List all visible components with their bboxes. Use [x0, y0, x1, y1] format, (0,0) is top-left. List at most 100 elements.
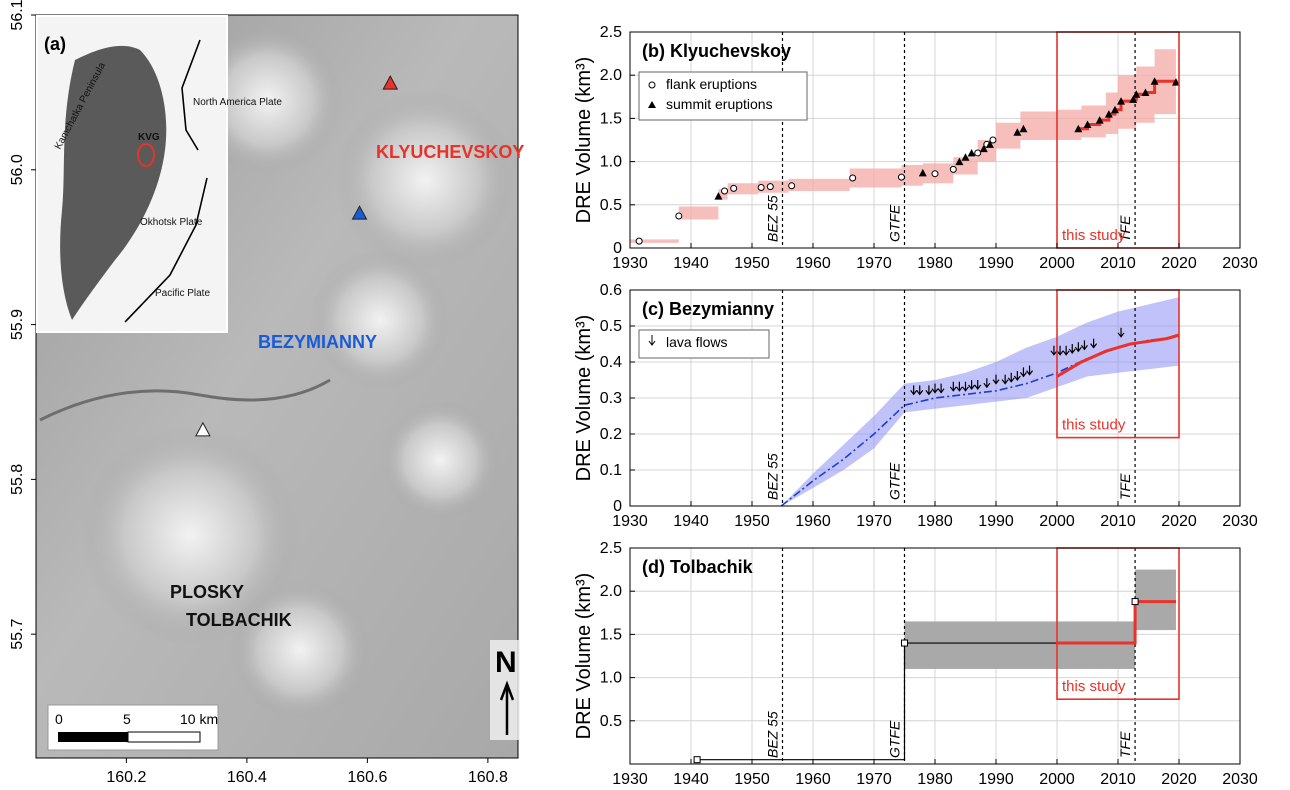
- lava-flow-arrow: [1026, 365, 1034, 376]
- lava-flow-arrow: [1062, 345, 1070, 356]
- lava-flow-arrow: [1117, 327, 1125, 338]
- x-tick-label: 1960: [795, 255, 831, 272]
- map-y-tick-label: 55.7: [9, 618, 26, 649]
- lava-flow-arrow: [955, 381, 963, 392]
- map-y-tick-label: 56.1: [9, 0, 26, 31]
- x-tick-label: 2020: [1161, 255, 1197, 272]
- lava-flow-arrow: [1050, 345, 1058, 356]
- flank-eruption-point: [757, 184, 765, 192]
- summit-eruption-point: [1095, 116, 1104, 124]
- summit-eruption-point: [967, 148, 976, 157]
- y-tick-label: 2.5: [600, 24, 622, 41]
- x-tick-label: 2030: [1222, 513, 1258, 530]
- summit-eruption-point: [714, 192, 723, 200]
- lava-flow-arrow: [992, 374, 1000, 385]
- eruption-marker: [901, 639, 908, 647]
- summit-eruption-point: [1150, 77, 1159, 85]
- this-study-label: this study: [1062, 227, 1126, 244]
- summit-eruption-point: [1110, 105, 1119, 114]
- x-tick-label: 1990: [978, 513, 1014, 530]
- summit-eruption-point: [1171, 78, 1180, 86]
- volcano-label-tolbachik: TOLBACHIK: [186, 610, 292, 630]
- scale-bar: 0 5 10 km: [47, 704, 219, 751]
- y-axis-label: DRE Volume (km³): [573, 315, 595, 482]
- x-tick-label: 2020: [1161, 771, 1197, 788]
- y-tick-label: 0.1: [600, 462, 622, 479]
- summit-eruption-point: [1132, 90, 1141, 98]
- x-tick-label: 1980: [917, 255, 953, 272]
- event-label: BEZ 55: [765, 711, 781, 758]
- river: [39, 378, 331, 422]
- legend-summit-symbol: [648, 101, 656, 108]
- flank-eruption-point: [989, 136, 997, 144]
- north-arrow: N: [490, 640, 520, 740]
- x-tick-label: 1930: [612, 771, 648, 788]
- summit-eruption-point: [961, 153, 970, 161]
- x-tick-label: 1940: [673, 513, 709, 530]
- flank-eruption-point: [974, 149, 982, 157]
- lava-flow-arrow: [1013, 371, 1021, 381]
- map-y-tick-label: 55.8: [9, 464, 26, 495]
- summit-eruption-point: [1104, 110, 1113, 118]
- eruption-marker: [693, 756, 701, 764]
- volcano-marker-icon: [195, 421, 211, 437]
- lava-flow-arrow: [937, 383, 945, 394]
- x-tick-label: 1950: [734, 771, 770, 788]
- event-label: TFE: [1117, 215, 1133, 242]
- inset-label-kvg: KVG: [138, 132, 160, 143]
- summit-eruption-point: [1019, 124, 1028, 133]
- flank-eruption-point: [931, 170, 939, 178]
- north-label: N: [495, 646, 517, 679]
- relief-cone: [230, 580, 370, 720]
- y-tick-label: 0.5: [600, 713, 622, 730]
- relief-cone: [80, 425, 300, 645]
- x-tick-label: 1960: [795, 513, 831, 530]
- y-tick-label: 1.0: [600, 154, 622, 171]
- flank-eruption-point: [635, 237, 643, 245]
- this-study-label: this study: [1062, 678, 1126, 695]
- x-tick-label: 2010: [1100, 513, 1136, 530]
- inset-map: Kamchatka Peninsula North America Plate …: [36, 15, 282, 333]
- x-tick-label: 1930: [612, 255, 648, 272]
- x-tick-label: 1950: [734, 513, 770, 530]
- x-tick-label: 2030: [1222, 771, 1258, 788]
- x-tick-label: 2000: [1039, 255, 1075, 272]
- x-tick-label: 1970: [856, 771, 892, 788]
- summit-eruption-point: [979, 144, 988, 153]
- event-label: TFE: [1117, 473, 1133, 500]
- volcano-label-klyuchevskoy: KLYUCHEVSKOY: [376, 142, 524, 162]
- x-tick-label: 1980: [917, 513, 953, 530]
- lava-flow-arrow: [1056, 345, 1064, 356]
- flank-eruption-point: [730, 184, 738, 192]
- map-x-tick-label: 160.6: [347, 769, 387, 786]
- summit-eruption-point: [1129, 95, 1138, 103]
- y-tick-label: 0: [613, 240, 622, 257]
- x-tick-label: 1970: [856, 513, 892, 530]
- event-label: GTFE: [887, 204, 903, 242]
- this-study-line: [1057, 600, 1176, 645]
- summit-eruption-point: [1117, 97, 1126, 105]
- volcano-markers: [195, 75, 399, 437]
- y-tick-label: 0.2: [600, 426, 622, 443]
- map-x-tick-label: 160.2: [106, 769, 146, 786]
- relief-cone: [335, 90, 515, 270]
- flank-eruption-point: [675, 212, 683, 220]
- lava-flow-arrow: [983, 378, 991, 389]
- x-tick-label: 1990: [978, 771, 1014, 788]
- y-tick-label: 0.3: [600, 390, 622, 407]
- chart-panel-2: BEZ 55 GTFE TFE this study 1930 1940 1950 1960 1…: [573, 282, 1258, 530]
- x-tick-label: 2000: [1039, 771, 1075, 788]
- lava-flow-arrow: [974, 380, 982, 390]
- summit-eruption-point: [1074, 124, 1083, 133]
- lava-flow-arrow: [1090, 338, 1098, 349]
- lava-flow-arrow: [1007, 372, 1015, 383]
- event-label: GTFE: [887, 720, 903, 758]
- relief-cone: [310, 250, 450, 390]
- volcano-label-plosky: PLOSKY: [170, 582, 244, 602]
- lava-flow-arrow: [910, 385, 918, 396]
- legend-flank-symbol: [648, 81, 656, 89]
- x-tick-label: 1950: [734, 255, 770, 272]
- y-tick-label: 1.5: [600, 110, 622, 127]
